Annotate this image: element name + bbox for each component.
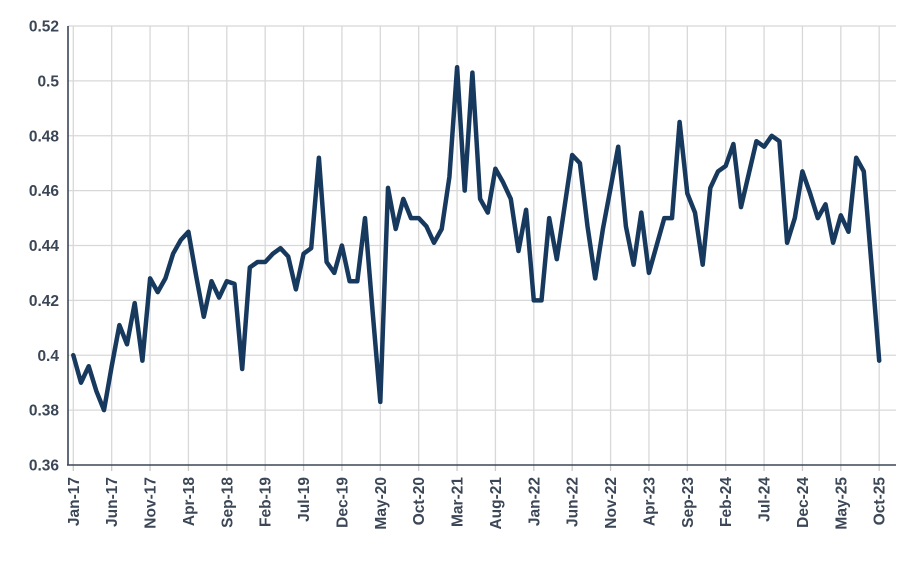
x-tick-label: Jul-19 (296, 477, 313, 522)
x-tick-label: Feb-19 (258, 477, 275, 527)
y-tick-label: 0.5 (37, 73, 59, 90)
x-tick-label: May-25 (833, 477, 850, 530)
x-tick-label: Dec-19 (334, 477, 351, 528)
x-tick-label: Nov-17 (143, 477, 160, 529)
x-tick-label: Feb-24 (718, 477, 735, 527)
y-tick-label: 0.42 (29, 293, 59, 310)
x-tick-label: Apr-18 (181, 477, 198, 526)
y-tick-label: 0.52 (29, 19, 59, 36)
x-tick-label: Mar-21 (450, 477, 467, 527)
x-tick-label: Apr-23 (641, 477, 658, 526)
y-tick-label: 0.44 (29, 238, 60, 255)
x-tick-label: Jan-17 (66, 477, 83, 526)
x-tick-label: Jun-17 (104, 477, 121, 527)
data-line-series (71, 64, 882, 413)
x-tick-label: Jan-22 (526, 477, 543, 526)
x-tick-label: Nov-22 (603, 477, 620, 529)
x-tick-label: May-20 (373, 477, 390, 530)
x-tick-label: Jul-24 (757, 477, 774, 522)
x-tick-label: Aug-21 (488, 477, 505, 530)
y-tick-label: 0.46 (29, 183, 60, 200)
y-tick-label: 0.36 (29, 458, 60, 475)
x-tick-label: Sep-18 (219, 477, 236, 528)
x-tick-label: Oct-25 (872, 477, 889, 526)
y-tick-label: 0.48 (29, 128, 60, 145)
y-tick-label: 0.4 (37, 348, 59, 365)
x-tick-label: Sep-23 (680, 477, 697, 528)
y-tick-label: 0.38 (29, 403, 60, 420)
x-tick-label: Jun-22 (565, 477, 582, 527)
x-tick-label: Oct-20 (411, 477, 428, 525)
x-tick-label: Dec-24 (795, 477, 812, 528)
